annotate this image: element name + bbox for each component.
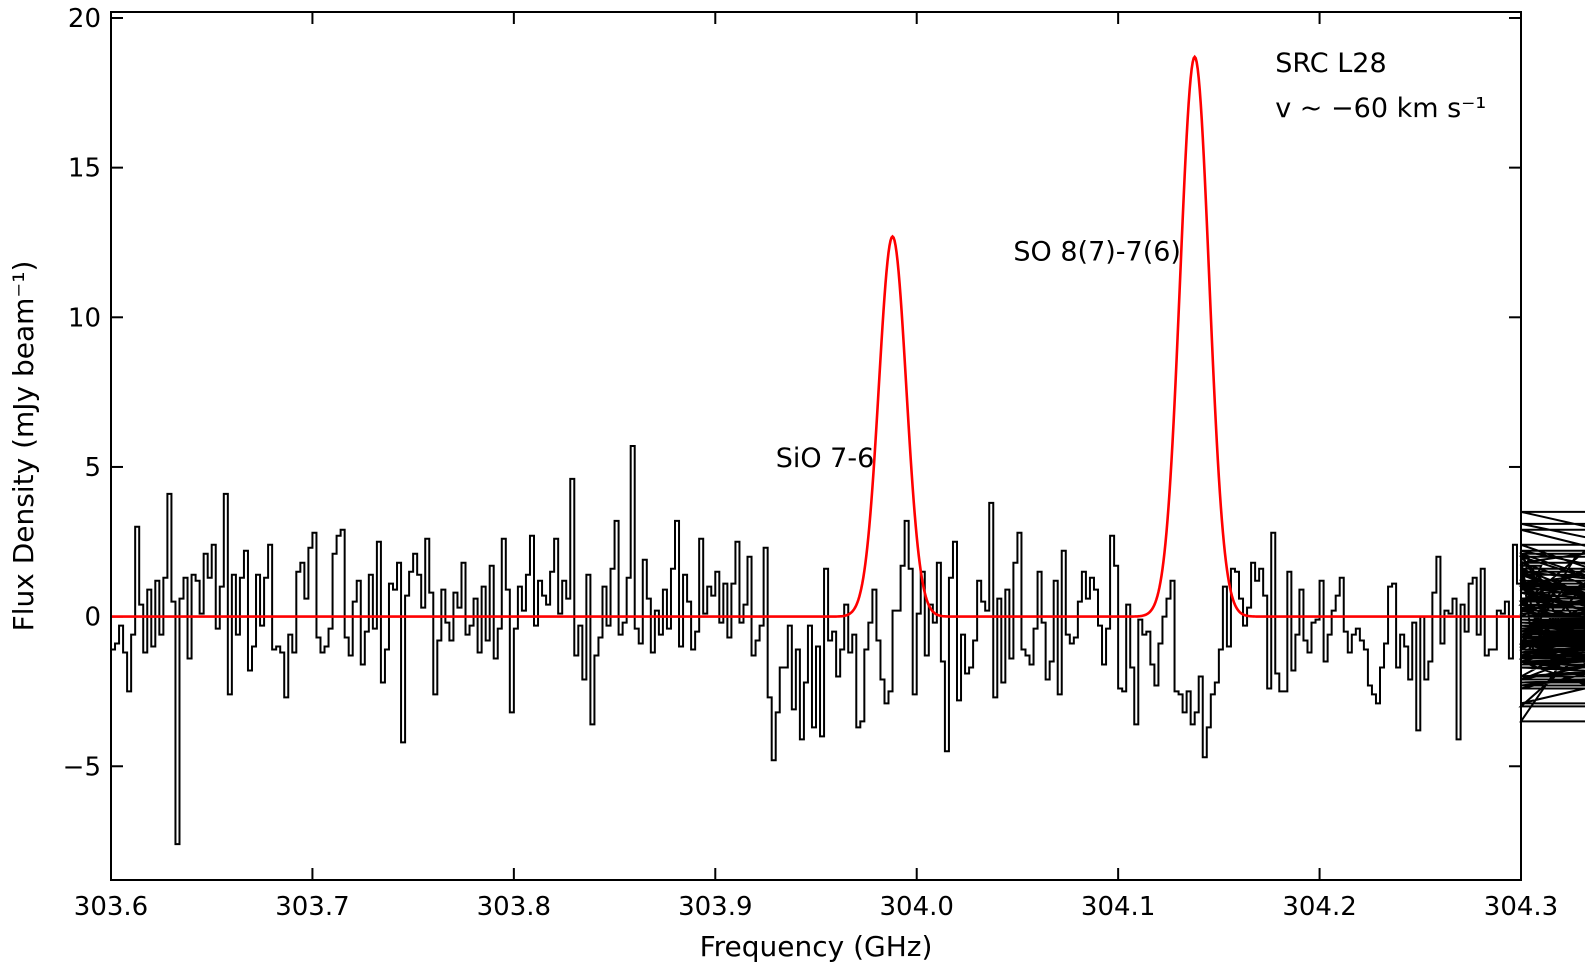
y-tick-label: 10 (68, 303, 101, 333)
gaussian-fit-line (111, 54, 1521, 618)
x-tick-label: 304.2 (1282, 892, 1356, 922)
x-tick-label: 303.7 (275, 892, 349, 922)
plot-frame (110, 11, 1522, 881)
y-tick-label: 0 (84, 603, 101, 633)
x-tick-label: 304.3 (1484, 892, 1558, 922)
x-tick-label: 304.1 (1081, 892, 1155, 922)
y-tick-label: 20 (68, 4, 101, 34)
y-axis-label: Flux Density (mJy beam⁻¹) (7, 261, 40, 632)
y-tick-label: −5 (63, 752, 101, 782)
x-tick-label: 303.6 (74, 892, 148, 922)
data-layer (111, 54, 1585, 846)
annotation-0: SiO 7-6 (776, 443, 875, 474)
x-tick-label: 303.9 (678, 892, 752, 922)
x-axis-label: Frequency (GHz) (700, 930, 933, 963)
x-tick-label: 304.0 (879, 892, 953, 922)
x-tick-label: 303.8 (477, 892, 551, 922)
label-layer: 303.6 303.7 303.8 303.9 304.0 304.1 304.2 304.3… (63, 4, 1559, 922)
annotation-1: SO 8(7)-7(6) (1013, 236, 1181, 267)
tick-layer (110, 12, 1522, 880)
spectrum-step-line (111, 445, 1585, 846)
annotation-3: v ~ −60 km s⁻¹ (1275, 93, 1486, 124)
y-tick-label: 15 (68, 154, 101, 184)
y-tick-label: 5 (84, 453, 101, 483)
annotation-2: SRC L28 (1275, 48, 1386, 79)
